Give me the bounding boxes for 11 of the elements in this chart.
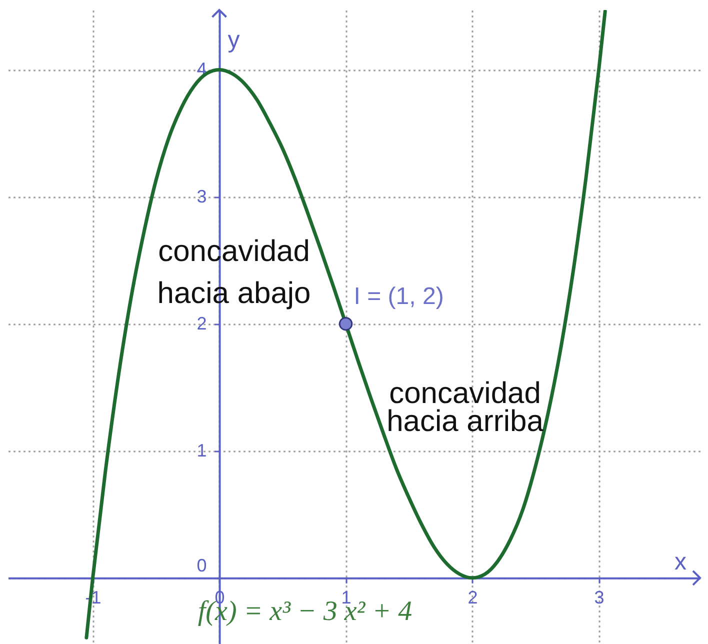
annotation: concavidad hacia arriba	[386, 377, 544, 438]
y-tick-label: 0	[196, 555, 207, 576]
x-tick-label: 3	[594, 587, 604, 608]
y-tick-label: 2	[196, 313, 207, 334]
y-axis-title: y	[228, 26, 240, 54]
line-series	[84, 10, 607, 640]
x-tick-label: 2	[468, 587, 478, 608]
annotation: I = (1, 2)	[354, 282, 444, 310]
y-tick-label: 3	[196, 186, 207, 206]
y-tick-label: 1	[196, 440, 207, 460]
x-axis-title: x	[674, 548, 686, 576]
